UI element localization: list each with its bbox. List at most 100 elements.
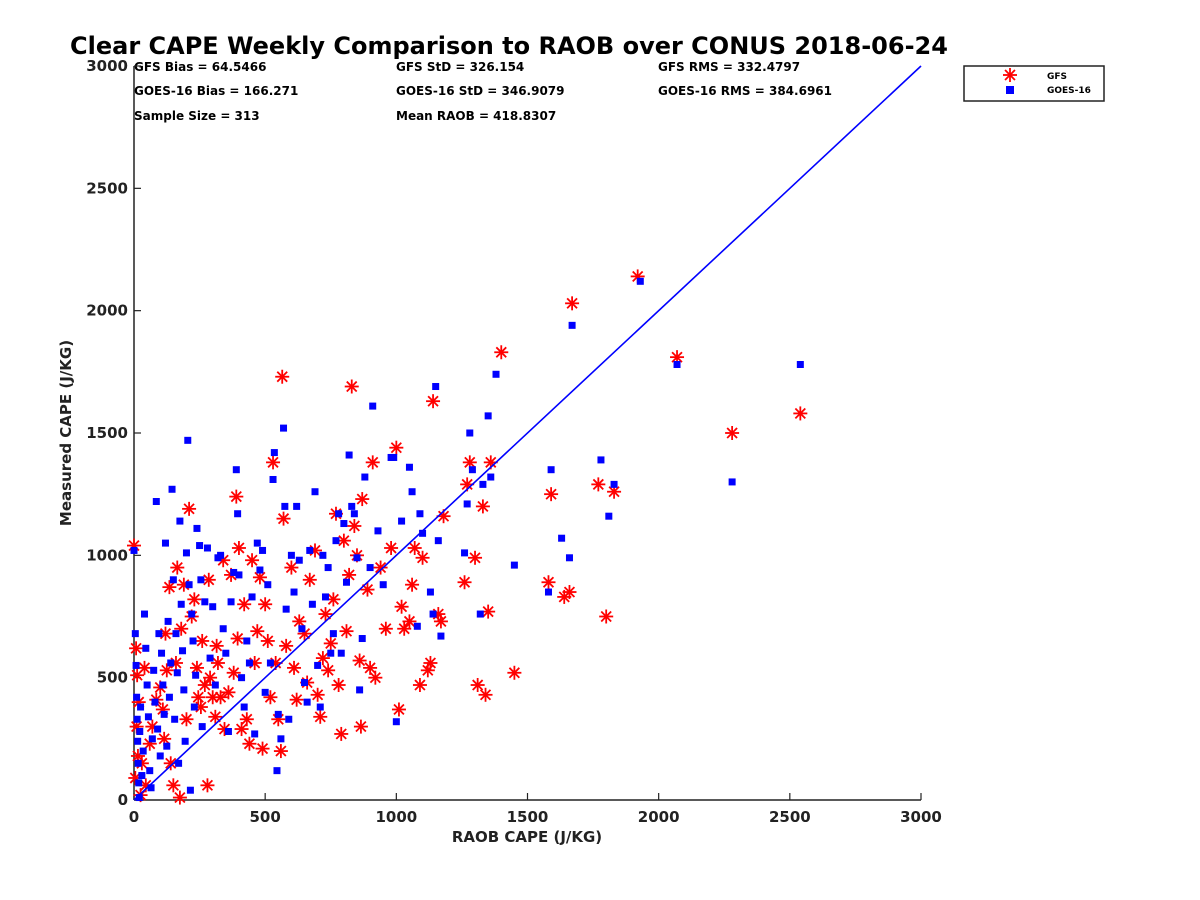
gfs-point	[391, 702, 406, 717]
gfs-point	[321, 663, 336, 678]
goes-point	[240, 703, 248, 711]
goes-point	[405, 463, 413, 471]
goes-point	[269, 475, 277, 483]
goes-point	[335, 510, 343, 518]
goes-point	[169, 576, 177, 584]
goes-point	[419, 529, 427, 537]
y-tick-label: 1500	[86, 424, 128, 442]
gfs-point	[226, 665, 241, 680]
goes-point	[165, 693, 173, 701]
goes-point	[261, 688, 269, 696]
goes-point	[374, 527, 382, 535]
goes-point	[259, 546, 267, 554]
gfs-point	[384, 540, 399, 555]
y-axis-label: Measured CAPE (J/KG)	[57, 340, 75, 526]
goes-point	[337, 649, 345, 657]
goes-point	[160, 710, 168, 718]
gfs-point	[475, 499, 490, 514]
x-tick-label: 1500	[507, 808, 549, 826]
goes-point	[605, 512, 613, 520]
gfs-point	[725, 426, 740, 440]
gfs-point	[415, 550, 430, 565]
goes-point	[432, 383, 440, 391]
goes-point	[184, 436, 192, 444]
gfs-point	[507, 665, 522, 680]
y-ticks: 0 500 1000 1500 2000 2500 3000	[86, 57, 141, 809]
gfs-point	[405, 577, 420, 592]
gfs-point	[355, 492, 370, 507]
goes-point	[437, 632, 445, 640]
goes-point	[468, 466, 476, 474]
goes-point	[147, 784, 155, 792]
goes-point	[182, 549, 190, 557]
goes-point	[361, 473, 369, 481]
goes-point	[232, 466, 240, 474]
gfs-point	[331, 678, 346, 693]
goes-point	[143, 681, 151, 689]
gfs-point	[313, 709, 328, 724]
goes-point	[426, 588, 434, 596]
gfs-point	[170, 560, 185, 575]
goes-point	[188, 610, 196, 618]
gfs-point	[237, 597, 252, 612]
gfs-point	[284, 560, 299, 575]
x-axis-label: RAOB CAPE (J/KG)	[452, 828, 602, 846]
gfs-point	[201, 572, 216, 587]
goes-point	[192, 671, 200, 679]
goes-point	[139, 747, 147, 755]
gfs-point	[352, 653, 367, 668]
stat-goes-bias: GOES-16 Bias = 166.271	[134, 84, 298, 98]
gfs-point	[129, 641, 144, 656]
goes-point	[350, 510, 358, 518]
goes-point	[266, 659, 274, 667]
goes-point	[138, 772, 146, 780]
goes-point	[148, 735, 156, 743]
goes-point	[416, 510, 424, 518]
gfs-point	[353, 719, 368, 734]
goes-point	[190, 703, 198, 711]
legend: GFS GOES-16	[963, 65, 1105, 102]
y-tick-label: 2000	[86, 302, 128, 320]
goes-point	[340, 520, 348, 528]
goes-point	[135, 779, 143, 787]
goes-point	[158, 649, 166, 657]
x-tick-label: 0	[129, 808, 139, 826]
goes-point	[180, 686, 188, 694]
goes-point	[235, 571, 243, 579]
gfs-point	[541, 575, 556, 590]
goes-point	[353, 554, 361, 562]
goes-point	[135, 794, 143, 802]
goes-point	[287, 551, 295, 559]
goes-point	[134, 737, 142, 745]
goes-point	[253, 539, 261, 547]
goes-point	[238, 674, 246, 682]
goes-point	[175, 759, 183, 767]
gfs-point	[189, 660, 204, 675]
stat-gfs-bias: GFS Bias = 64.5466	[134, 60, 266, 74]
gfs-point	[397, 621, 412, 636]
gfs-point	[276, 511, 291, 526]
x-tick-label: 500	[250, 808, 281, 826]
y-tick-label: 3000	[86, 57, 128, 75]
goes-point	[243, 637, 251, 645]
gfs-point	[279, 638, 294, 653]
gfs-point	[159, 663, 174, 678]
goes-point	[251, 730, 259, 738]
gfs-point	[478, 687, 493, 702]
chart-title: Clear CAPE Weekly Comparison to RAOB ove…	[70, 32, 948, 60]
goes-point	[201, 598, 209, 606]
gfs-point	[460, 477, 475, 492]
stat-mean-raob: Mean RAOB = 418.8307	[396, 109, 556, 123]
gfs-point	[323, 636, 338, 651]
goes-point	[345, 451, 353, 459]
goes-point	[219, 625, 227, 633]
goes-point	[392, 718, 400, 726]
goes-point	[197, 576, 205, 584]
gfs-point	[197, 678, 212, 693]
gfs-point	[363, 660, 378, 675]
y-tick-label: 500	[97, 669, 128, 687]
goes-point	[319, 551, 327, 559]
gfs-point	[368, 670, 383, 685]
goes-point	[274, 710, 282, 718]
goes-point	[186, 786, 194, 794]
